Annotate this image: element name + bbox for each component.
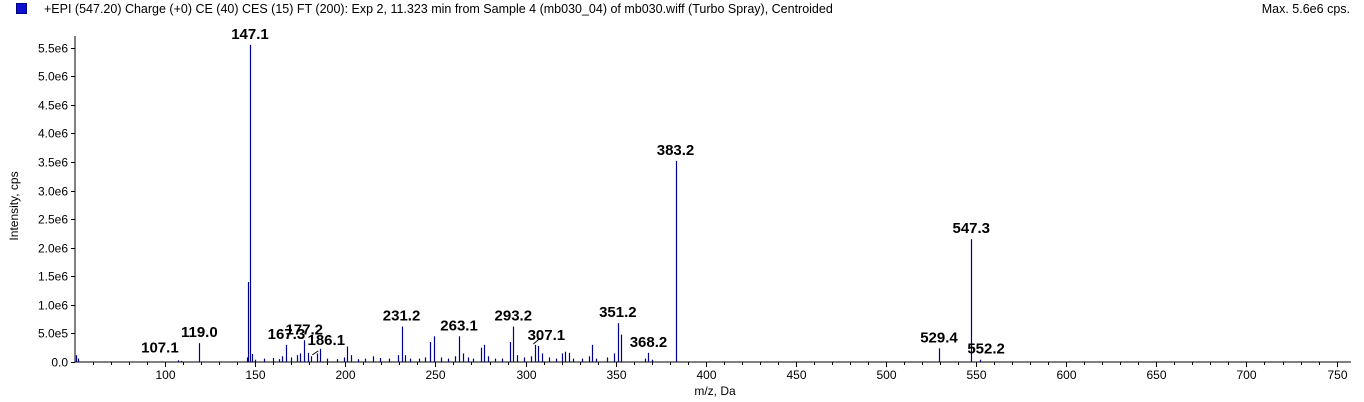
x-tick-label: 300: [516, 368, 536, 382]
y-tick-label: 1.0e6: [38, 299, 68, 313]
x-tick-label: 450: [786, 368, 806, 382]
axes-group: 0.0 5.0e5 1.0e6 1.5e6 2.0e6 2.5e6 3.0e6 3.5e6 4.…: [38, 36, 1351, 382]
peak-label: 368.2: [630, 334, 668, 351]
x-tick-label: 650: [1146, 368, 1166, 382]
peak-label: 263.1: [440, 317, 478, 334]
peak-label: 231.2: [383, 308, 421, 325]
y-tick-label: 3.5e6: [38, 156, 68, 170]
y-tick-label: 1.5e6: [38, 270, 68, 284]
x-tick-label: 550: [966, 368, 986, 382]
y-tick-label: 2.0e6: [38, 242, 68, 256]
peak-label: 529.4: [920, 329, 958, 346]
x-tick-label: 350: [606, 368, 626, 382]
peak-label: 119.0: [181, 324, 218, 341]
y-tick-label: 5.5e6: [38, 42, 68, 56]
peak-label: 383.2: [657, 142, 695, 159]
y-tick-label: 0.0: [51, 356, 68, 370]
y-tick-label: 2.5e6: [38, 213, 68, 227]
x-tick-label: 500: [876, 368, 896, 382]
x-tick-label: 150: [245, 368, 265, 382]
y-tick-label: 5.0e5: [38, 327, 68, 341]
peak-label: 547.3: [952, 220, 990, 237]
peak-label: 307.1: [528, 327, 566, 344]
x-tick-label: 100: [155, 368, 175, 382]
x-tick-label: 400: [696, 368, 716, 382]
peak-label: 186.1: [308, 332, 346, 349]
peak-labels-group: 107.1119.0147.1167.3177.2186.1231.2263.1…: [141, 26, 1005, 358]
y-tick-label: 4.5e6: [38, 99, 68, 113]
peak-label: 293.2: [495, 308, 533, 325]
peak-label: 107.1: [141, 339, 179, 356]
x-tick-label: 750: [1327, 368, 1347, 382]
x-axis-title: m/z, Da: [694, 384, 736, 398]
x-tick-label: 700: [1236, 368, 1256, 382]
x-tick-label: 250: [425, 368, 445, 382]
y-tick-label: 4.0e6: [38, 127, 68, 141]
y-tick-label: 5.0e6: [38, 70, 68, 84]
y-axis-title: Intensity, cps: [7, 171, 21, 240]
y-tick-label: 3.0e6: [38, 185, 68, 199]
peak-label: 147.1: [231, 26, 269, 43]
peak-label: 351.2: [599, 304, 637, 321]
x-tick-label: 200: [335, 368, 355, 382]
x-tick-label: 600: [1056, 368, 1076, 382]
peak-label: 552.2: [967, 341, 1005, 358]
